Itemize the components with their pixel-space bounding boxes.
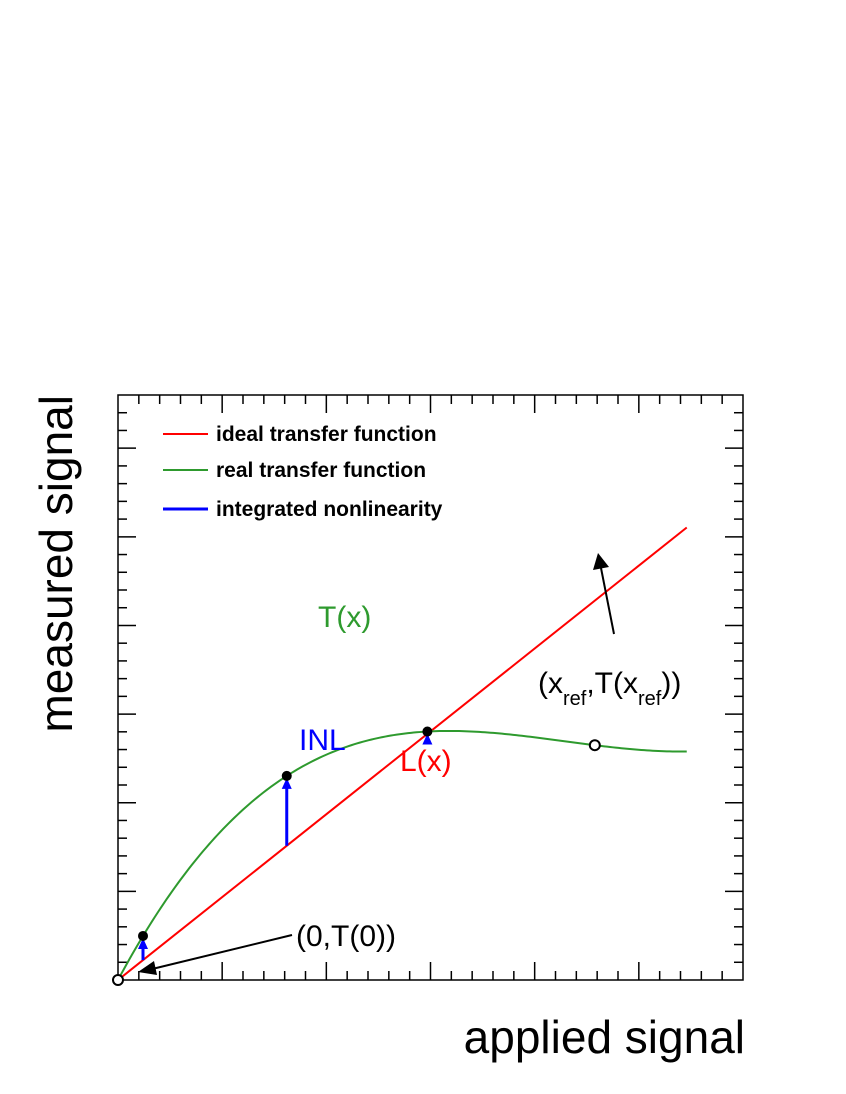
reference-arrowhead [593,553,609,570]
inl-arrowhead-1 [281,777,292,789]
legend-label-real: real transfer function [216,459,426,482]
legend-label-inl: integrated nonlinearity [216,498,443,521]
inl-arrows-layer [138,733,433,961]
reference-pointer-arrow [600,567,615,635]
y-axis-title: measured signal [30,395,82,733]
inl-arrowhead-0 [138,937,148,949]
origin-point-label: (0,T(0)) [296,920,396,953]
origin-arrowhead [138,961,157,975]
origin-marker [112,974,124,986]
origin-pointer-arrow [147,934,293,971]
reference-marker [588,739,601,752]
reference-point-label: (xref,T(xref)) [538,667,681,710]
curve-point-0 [138,930,148,941]
inl-label: INL [299,724,346,757]
inl-arrowhead-2 [422,733,433,745]
markers-layer [112,726,601,986]
curve-point-2 [422,726,433,737]
legend: ideal transfer function real transfer fu… [163,423,443,521]
curve-label-T: T(x) [318,601,371,634]
ideal-transfer-line [117,526,688,981]
axis-ticks [118,395,743,980]
plot-frame [117,394,744,981]
x-axis-title: applied signal [464,1011,745,1063]
curve-label-L: L(x) [400,745,452,778]
curve-point-1 [281,770,292,781]
legend-label-ideal: ideal transfer function [216,423,437,446]
